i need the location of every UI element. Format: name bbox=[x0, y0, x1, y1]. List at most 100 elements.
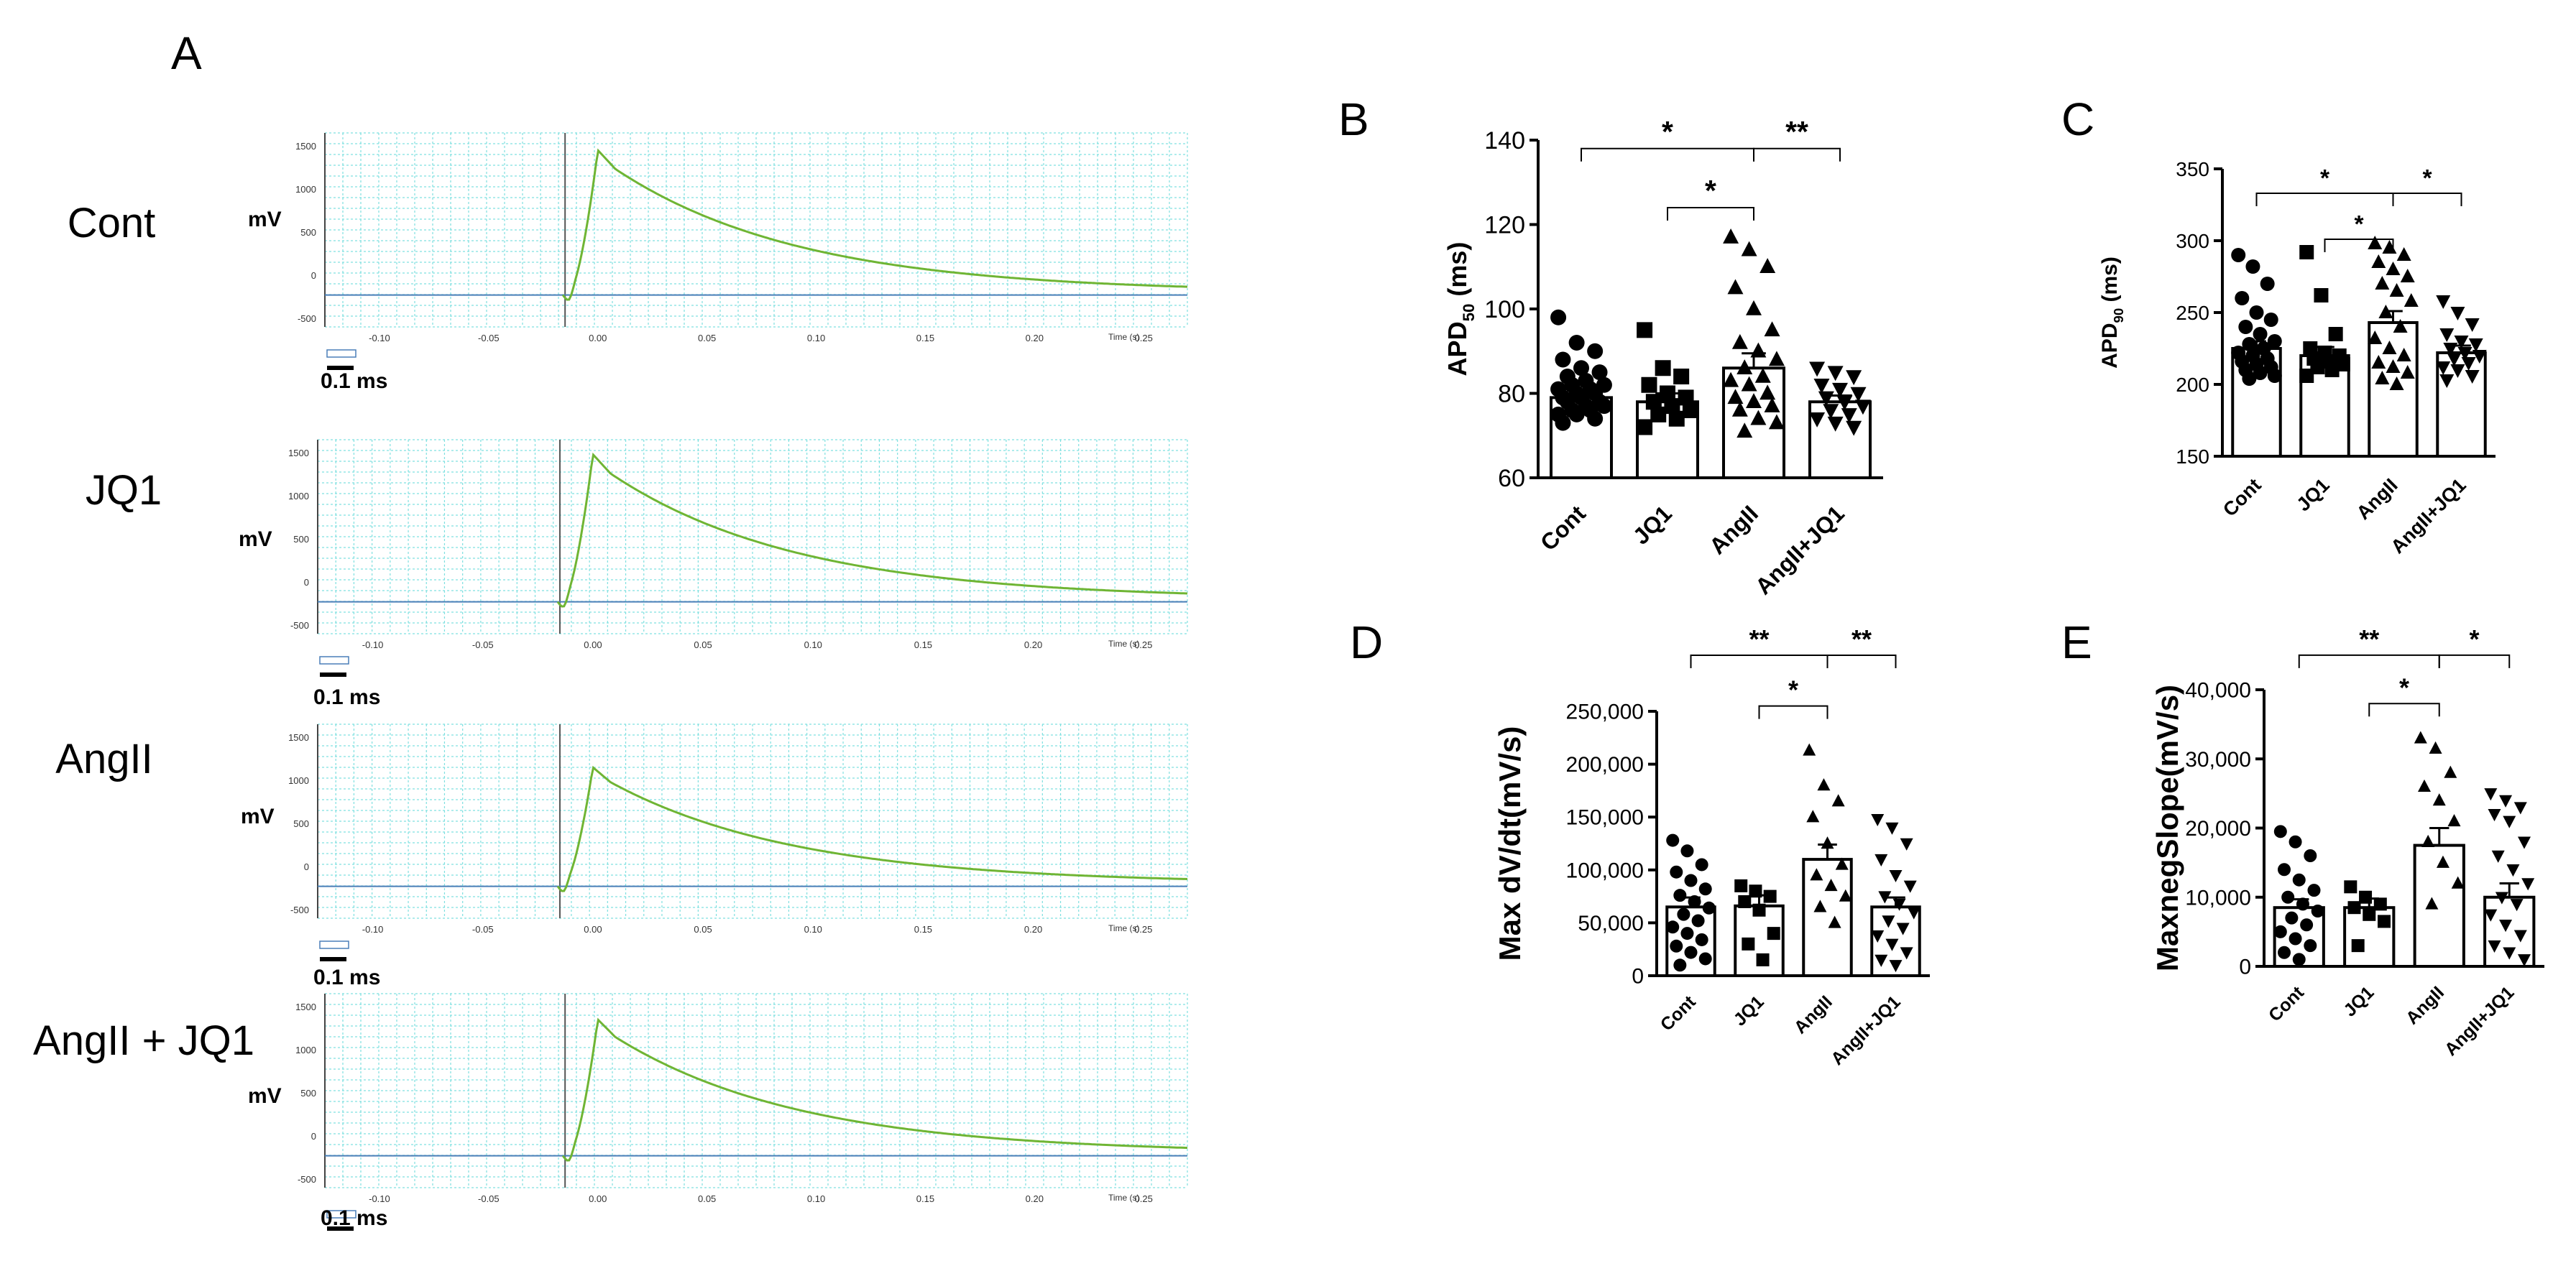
chart-apd90: 150 200 250 300 350 APD90 (ms) Cont JQ1 AngIIAng… bbox=[2098, 158, 2496, 558]
data-point bbox=[2260, 277, 2275, 291]
data-point bbox=[2267, 334, 2282, 348]
data-point bbox=[1568, 335, 1585, 351]
category-label: AngII bbox=[2402, 982, 2448, 1028]
data-point bbox=[2273, 925, 2287, 938]
data-point bbox=[2292, 953, 2306, 966]
data-point bbox=[1637, 322, 1653, 338]
trace-panel-cont: 1500 1000 500 0 -500 -0.10 -0.05 0.00 0.05 0.10 0.… bbox=[68, 132, 1188, 393]
y-axis-label: MaxnegSlope(mV/s) bbox=[2150, 685, 2184, 971]
significance-bracket bbox=[1667, 207, 1754, 221]
trace-y-tick-label: 1000 bbox=[295, 1045, 316, 1055]
trace-x-axis-label: Time (s) bbox=[1108, 1193, 1140, 1203]
category-label: AngII+JQ1 bbox=[2387, 474, 2470, 558]
y-tick-label: 80 bbox=[1498, 380, 1525, 407]
bar bbox=[1802, 858, 1853, 977]
data-point bbox=[2517, 836, 2531, 849]
data-point bbox=[2396, 348, 2411, 361]
data-point bbox=[2375, 276, 2390, 290]
data-point bbox=[2495, 892, 2508, 905]
data-point bbox=[1889, 869, 1903, 883]
significance-label: * bbox=[1788, 675, 1798, 705]
trace-y-axis-label: mV bbox=[241, 805, 275, 828]
data-point bbox=[1846, 370, 1862, 386]
trace-y-tick-label: 0 bbox=[304, 861, 309, 872]
data-point bbox=[2499, 920, 2513, 933]
trace-x-tick-label: 0.10 bbox=[807, 333, 825, 343]
data-point bbox=[2484, 909, 2498, 922]
data-point bbox=[2238, 320, 2253, 334]
data-point bbox=[2488, 940, 2501, 953]
y-tick-label: 0 bbox=[1632, 965, 1644, 989]
data-point bbox=[1813, 378, 1830, 394]
data-point bbox=[1809, 361, 1826, 377]
data-point bbox=[1750, 410, 1767, 425]
y-tick-label: 0 bbox=[2239, 956, 2251, 979]
y-tick-label: 120 bbox=[1484, 211, 1525, 239]
data-point bbox=[1810, 868, 1823, 881]
trace-x-tick-label: 0.15 bbox=[914, 639, 932, 650]
data-point bbox=[1813, 900, 1827, 912]
y-tick-label: 50,000 bbox=[1578, 912, 1644, 935]
data-point bbox=[2253, 366, 2268, 380]
trace-x-tick-label: 0.20 bbox=[1024, 639, 1042, 650]
data-point bbox=[1684, 874, 1698, 887]
trace-y-tick-label: 0 bbox=[304, 577, 309, 588]
data-point bbox=[1587, 343, 1604, 359]
data-point bbox=[1727, 389, 1744, 405]
category-label: AngII+JQ1 bbox=[2441, 982, 2518, 1060]
significance-label: * bbox=[2422, 165, 2432, 192]
y-tick-label: 200 bbox=[2176, 374, 2209, 396]
trace-x-tick-label: 0.15 bbox=[914, 924, 932, 935]
trace-y-tick-label: 500 bbox=[300, 1088, 316, 1099]
data-point bbox=[2299, 369, 2314, 383]
data-point bbox=[1645, 394, 1662, 410]
scale-bar-label: 0.1 ms bbox=[313, 966, 380, 989]
trace-y-tick-label: 500 bbox=[300, 227, 316, 238]
data-point bbox=[1741, 241, 1757, 256]
trace-x-tick-label: 0.05 bbox=[698, 1193, 716, 1204]
y-tick-label: 20,000 bbox=[2185, 817, 2251, 841]
category-label: Cont bbox=[1657, 992, 1701, 1035]
y-axis-label-unit: (ms) bbox=[2098, 256, 2122, 308]
trace-x-tick-label: 0.25 bbox=[1134, 924, 1152, 935]
data-point bbox=[2436, 295, 2451, 309]
data-point bbox=[2373, 897, 2387, 911]
data-point bbox=[1854, 399, 1871, 415]
data-point bbox=[2307, 884, 2321, 897]
scale-box bbox=[326, 1210, 356, 1219]
trace-group-label: Cont bbox=[68, 200, 156, 246]
data-point bbox=[2359, 890, 2373, 904]
trace-x-tick-label: -0.10 bbox=[362, 639, 384, 650]
data-point bbox=[1835, 857, 1849, 870]
data-point bbox=[2488, 809, 2501, 822]
data-point bbox=[2300, 918, 2314, 932]
y-axis-label-main: APD bbox=[1443, 321, 1472, 376]
data-point bbox=[2263, 313, 2278, 327]
data-point bbox=[1698, 952, 1712, 966]
data-point bbox=[1764, 397, 1780, 412]
significance-bracket bbox=[1690, 654, 1828, 668]
trace-x-tick-label: 0.25 bbox=[1134, 639, 1152, 650]
significance-label: * bbox=[2320, 165, 2330, 192]
y-axis-label-main: APD bbox=[2098, 323, 2122, 369]
data-point bbox=[1850, 387, 1867, 402]
significance-bracket bbox=[2368, 703, 2440, 717]
trace-y-tick-label: -500 bbox=[298, 1174, 316, 1185]
action-potential-trace bbox=[561, 1017, 1188, 1162]
data-point bbox=[2249, 305, 2264, 320]
action-potential-trace bbox=[556, 452, 1188, 608]
data-point bbox=[2304, 849, 2317, 862]
category-label: JQ1 bbox=[1730, 992, 1768, 1030]
trace-y-axis-label: mV bbox=[248, 208, 282, 231]
significance-bracket bbox=[2255, 193, 2394, 206]
data-point bbox=[2443, 343, 2458, 356]
trace-x-tick-label: 0.10 bbox=[804, 924, 822, 935]
trace-x-tick-label: 0.15 bbox=[916, 1193, 934, 1204]
data-point bbox=[2396, 247, 2411, 261]
data-point bbox=[1736, 422, 1753, 438]
data-point bbox=[1806, 810, 1820, 823]
bar bbox=[1636, 400, 1699, 479]
data-point bbox=[2436, 855, 2450, 868]
trace-x-tick-label: 0.05 bbox=[694, 639, 712, 650]
data-point bbox=[2454, 336, 2469, 349]
